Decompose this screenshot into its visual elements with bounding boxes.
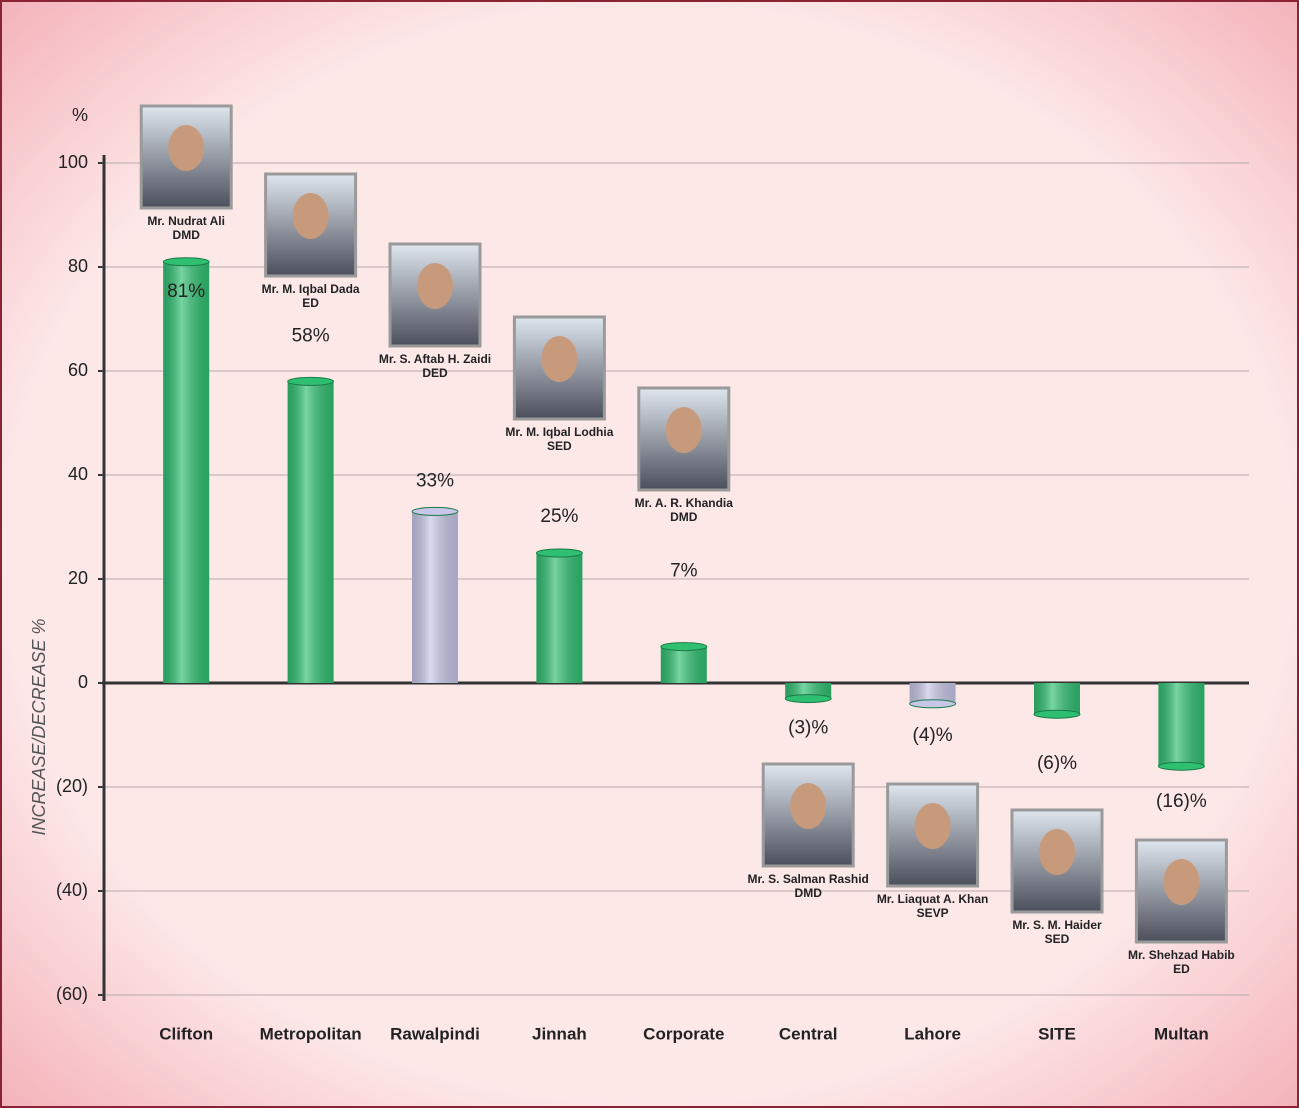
- value-label: 25%: [540, 506, 578, 527]
- value-label: (16)%: [1156, 791, 1207, 812]
- person-name: Mr. A. R. Khandia: [635, 496, 734, 510]
- bar-cap: [910, 700, 956, 708]
- photo-face: [666, 407, 702, 453]
- y-tick-label: 80: [68, 256, 88, 276]
- bar-shade: [288, 381, 334, 683]
- photo-face: [541, 336, 577, 382]
- x-tick-label: Rawalpindi: [390, 1024, 480, 1043]
- person-title: SEVP: [917, 906, 949, 920]
- person-title: DMD: [670, 510, 698, 524]
- person-title: ED: [302, 296, 319, 310]
- person-name: Mr. M. Iqbal Lodhia: [505, 425, 613, 439]
- y-tick-label: 60: [68, 360, 88, 380]
- photo-face: [915, 803, 951, 849]
- x-tick-label: Metropolitan: [260, 1024, 362, 1043]
- chart: % INCREASE/DECREASE % (60) (40) (20) 0 20 40 6…: [2, 2, 1299, 1108]
- x-tick-label: SITE: [1038, 1024, 1076, 1043]
- y-tick-label: 100: [58, 152, 88, 172]
- photo-face: [1163, 859, 1199, 905]
- photo-face: [293, 193, 329, 239]
- x-tick-label: Central: [779, 1024, 838, 1043]
- y-tick-label: (20): [56, 776, 88, 796]
- person-name: Mr. S. M. Haider: [1012, 918, 1102, 932]
- frame: % INCREASE/DECREASE % (60) (40) (20) 0 20 40 6…: [0, 0, 1299, 1108]
- bar-cap: [661, 643, 707, 651]
- person-title: DMD: [173, 228, 201, 242]
- person-title: SED: [547, 439, 572, 453]
- value-label: 81%: [167, 281, 205, 302]
- person-name: Mr. Nudrat Ali: [147, 214, 225, 228]
- x-tick-label: Corporate: [643, 1024, 724, 1043]
- x-tick-label: Jinnah: [532, 1024, 587, 1043]
- bar-shade: [1034, 683, 1080, 714]
- person-title: DMD: [795, 886, 823, 900]
- bar-cap: [1158, 762, 1204, 770]
- bar-shade: [1158, 683, 1204, 766]
- photo-face: [168, 125, 204, 171]
- y-tick-label: (40): [56, 880, 88, 900]
- y-tick-label: (60): [56, 984, 88, 1004]
- person-name: Mr. M. Iqbal Dada: [262, 282, 360, 296]
- y-unit: %: [72, 105, 88, 125]
- person-title: ED: [1173, 962, 1190, 976]
- bar-shade: [661, 647, 707, 683]
- x-tick-label: Lahore: [904, 1024, 961, 1043]
- photo-face: [790, 783, 826, 829]
- x-tick-label: Clifton: [159, 1024, 213, 1043]
- value-label: 7%: [670, 561, 698, 582]
- person-title: SED: [1045, 932, 1070, 946]
- value-label: 58%: [292, 325, 330, 346]
- value-label: (4)%: [913, 725, 953, 746]
- x-tick-label: Multan: [1154, 1024, 1209, 1043]
- y-tick-label: 20: [68, 568, 88, 588]
- person-name: Mr. Liaquat A. Khan: [877, 892, 989, 906]
- bar-cap: [536, 549, 582, 557]
- photo-face: [1039, 829, 1075, 875]
- value-label: (6)%: [1037, 753, 1077, 774]
- bar-cap: [288, 377, 334, 385]
- y-tick-label: 0: [78, 672, 88, 692]
- bar-shade: [536, 553, 582, 683]
- person-name: Mr. S. Aftab H. Zaidi: [379, 352, 491, 366]
- value-label: (3)%: [788, 718, 828, 739]
- bar-cap: [163, 258, 209, 266]
- bar-cap: [785, 695, 831, 703]
- bar-shade: [412, 511, 458, 683]
- person-name: Mr. Shehzad Habib: [1128, 948, 1235, 962]
- y-tick-label: 40: [68, 464, 88, 484]
- bar-shade: [163, 262, 209, 683]
- photo-face: [417, 263, 453, 309]
- bar-cap: [1034, 710, 1080, 718]
- bar-cap: [412, 507, 458, 515]
- person-name: Mr. S. Salman Rashid: [748, 872, 869, 886]
- value-label: 33%: [416, 470, 454, 491]
- person-title: DED: [422, 366, 448, 380]
- y-axis-label: INCREASE/DECREASE %: [29, 618, 49, 835]
